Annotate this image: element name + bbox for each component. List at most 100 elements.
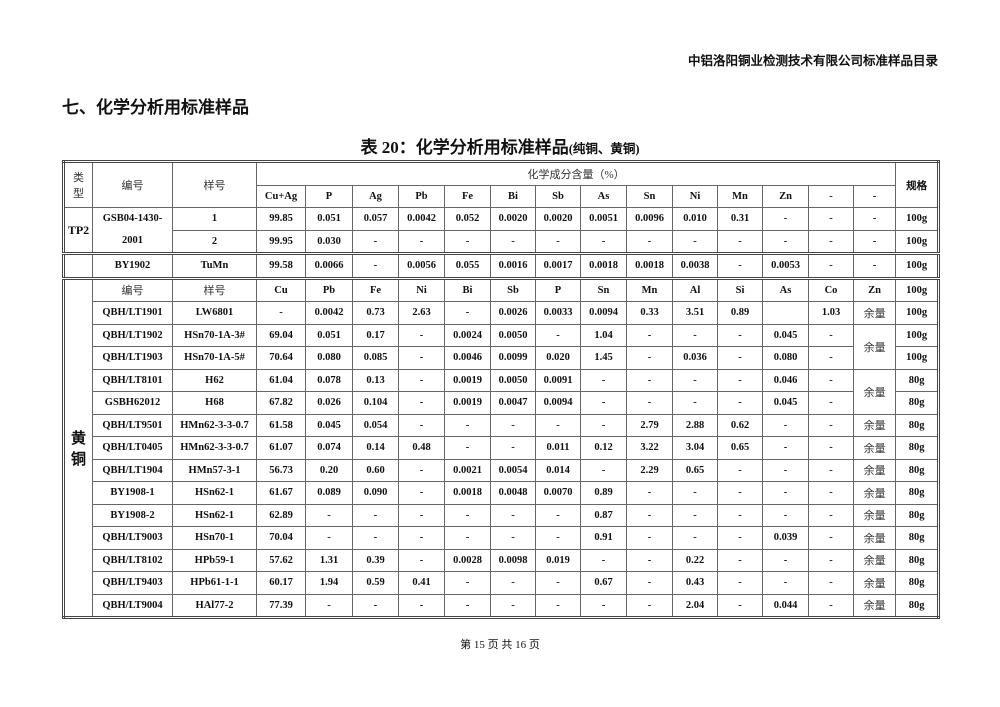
standard-samples-table: 类型编号 样号 化学成分含量（%） 规格 Cu+Ag P Ag Pb Fe Bi Sb As Sn Ni M… — [62, 160, 941, 619]
table-row: QBH/LT1903 HSn70-1A-5# 70.64 0.080 0.085-0.0… — [64, 346, 940, 370]
value-cell: 0.48 — [398, 436, 445, 460]
value-cell: 0.0019 — [444, 368, 491, 392]
value-cell: 0.045 — [305, 413, 353, 437]
value-cell: - — [808, 526, 854, 550]
value-cell: - — [717, 548, 763, 572]
table-row: BY1908-1 HSn62-1 61.67 0.089 0.090-0.0018 0.0… — [64, 481, 940, 505]
value-cell: 61.58 — [256, 413, 306, 437]
value-cell: - — [626, 346, 673, 370]
spec-cell: 100g — [895, 276, 940, 302]
value-cell: - — [626, 526, 673, 550]
sample-cell: HAl77-2 — [172, 593, 257, 618]
value-cell: 2.79 — [626, 413, 673, 437]
composition-header: 化学成分含量（%） — [255, 161, 897, 186]
value-cell: 0.0017 — [535, 252, 581, 279]
value-cell: - — [672, 368, 718, 392]
value-cell: 0.59 — [352, 571, 399, 595]
value-cell: 0.080 — [305, 346, 353, 370]
value-cell: 0.14 — [352, 436, 399, 460]
value-cell: - — [808, 503, 854, 527]
value-cell: - — [444, 436, 491, 460]
value-cell: 0.0091 — [535, 368, 581, 392]
value-cell: 69.04 — [256, 323, 306, 347]
value-cell: 0.104 — [352, 391, 399, 415]
sample-cell: HSn62-1 — [172, 481, 257, 505]
zn-balance-cell: 余量 — [852, 458, 897, 482]
value-cell: 0.057 — [352, 207, 399, 231]
spec-cell: 100g — [895, 207, 940, 231]
value-cell: 0.39 — [352, 548, 399, 572]
value-cell: 60.17 — [256, 571, 306, 595]
value-cell: 67.82 — [256, 391, 306, 415]
value-cell: - — [626, 593, 673, 618]
element-header: Ni — [398, 276, 445, 302]
value-cell: 0.080 — [762, 346, 809, 370]
value-cell: 0.046 — [762, 368, 809, 392]
zn-balance-cell: 余量 — [852, 301, 897, 325]
value-cell: - — [535, 503, 581, 527]
value-cell: - — [762, 571, 809, 595]
spec-cell: 80g — [895, 391, 940, 415]
value-cell: 0.044 — [762, 593, 809, 618]
value-cell: - — [398, 526, 445, 550]
value-cell: 3.51 — [672, 301, 718, 325]
code-cell: QBH/LT8101 — [92, 368, 173, 392]
value-cell: 0.045 — [762, 391, 809, 415]
value-cell: 0.0056 — [398, 252, 445, 279]
type-cell — [63, 252, 93, 279]
table-row: BY1908-2 HSn62-1 62.89- - - - - -0.87- - - - - 余量 80g — [64, 503, 940, 527]
spec-cell: 80g — [895, 503, 940, 527]
value-cell: 0.011 — [535, 436, 581, 460]
value-cell: - — [672, 391, 718, 415]
value-cell: - — [852, 252, 897, 279]
code-cell: QBH/LT1904 — [92, 458, 173, 482]
section-title: 七、化学分析用标准样品 — [62, 98, 249, 117]
value-cell: - — [490, 413, 536, 437]
value-cell: 70.04 — [256, 526, 306, 550]
value-cell: - — [717, 571, 763, 595]
value-cell: 0.0051 — [580, 207, 627, 231]
value-cell: - — [256, 301, 306, 325]
value-cell: - — [444, 593, 491, 618]
value-cell: 1.31 — [305, 548, 353, 572]
zn-balance-cell: 余量 — [852, 571, 897, 595]
value-cell: - — [852, 207, 897, 231]
sample-header: 样号 — [172, 276, 257, 302]
spec-cell: 80g — [895, 593, 940, 618]
code-cell: QBH/LT8102 — [92, 548, 173, 572]
value-cell: 0.052 — [444, 207, 491, 231]
value-cell: - — [808, 458, 854, 482]
type-label: 黄铜 — [70, 430, 86, 468]
value-cell: - — [808, 368, 854, 392]
value-cell: - — [717, 503, 763, 527]
value-cell: - — [717, 593, 763, 618]
spec-cell: 100g — [895, 346, 940, 370]
value-cell: 0.22 — [672, 548, 718, 572]
value-cell: - — [490, 229, 536, 254]
element-header: Fe — [352, 276, 399, 302]
element-header: P — [305, 184, 353, 208]
value-cell: - — [580, 458, 627, 482]
value-cell: - — [580, 593, 627, 618]
value-cell: 0.0066 — [305, 252, 353, 279]
code-cell: GSB04-1430-2001 — [92, 207, 173, 254]
value-cell: - — [762, 548, 809, 572]
value-cell: - — [444, 526, 491, 550]
value-cell: - — [672, 503, 718, 527]
value-cell: - — [398, 458, 445, 482]
value-cell: - — [808, 413, 854, 437]
code-cell: BY1908-1 — [92, 481, 173, 505]
sample-cell: H68 — [172, 391, 257, 415]
spec-cell: 80g — [895, 526, 940, 550]
value-cell: 0.43 — [672, 571, 718, 595]
type-cell: TP2 — [63, 207, 93, 254]
spec-header: 规格 — [895, 161, 940, 208]
value-cell: - — [762, 229, 809, 254]
value-cell: - — [626, 368, 673, 392]
value-cell: - — [762, 413, 809, 437]
value-cell: 0.090 — [352, 481, 399, 505]
value-cell: - — [305, 593, 353, 618]
value-cell: - — [580, 229, 627, 254]
sample-cell: 2 — [172, 229, 257, 254]
code-cell: QBH/LT9403 — [92, 571, 173, 595]
